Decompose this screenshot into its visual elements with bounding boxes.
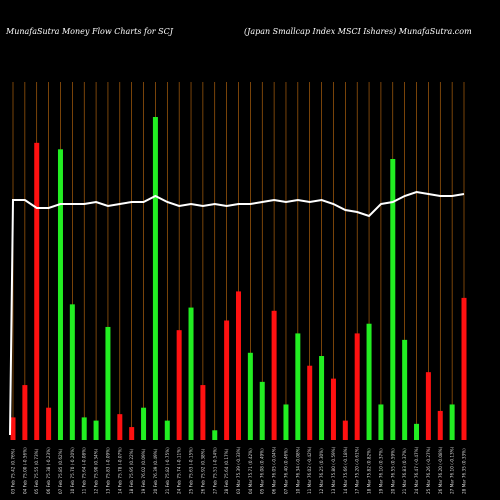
x-tick-label: 07 Mar 76.40 (0.46%)	[283, 448, 288, 494]
bar	[402, 339, 408, 440]
x-tick-label: 18 Feb 75.95 (0.22%)	[129, 448, 134, 494]
bar	[57, 149, 63, 441]
bar	[319, 356, 325, 440]
bar	[200, 385, 206, 440]
bar	[414, 423, 420, 440]
bar	[236, 291, 241, 440]
x-tick-labels: 03 Feb 75.42 (0.76%) 04 Feb 75.00 (-0.56%…	[11, 446, 467, 494]
bar	[69, 304, 75, 440]
chart-title: MunafaSutra Money Flow Charts for SCJ	[6, 27, 173, 36]
bar	[22, 385, 28, 440]
x-tick-label: 19 Mar 76.10 (0.37%)	[378, 448, 383, 494]
x-tick-label: 06 Feb 75.38 (-0.23%)	[46, 447, 51, 494]
bar	[141, 407, 147, 440]
price-line	[9, 190, 465, 436]
x-tick-label: 19 Feb 76.02 (0.09%)	[141, 448, 146, 494]
bar	[390, 158, 396, 441]
x-tick-label: 28 Feb 75.64 (0.17%)	[224, 448, 229, 494]
x-tick-label: 24 Mar 76.47 (-0.47%)	[414, 446, 419, 494]
x-tick-label: 20 Feb 76.39 (0.49%)	[153, 448, 158, 494]
x-tick-label: 11 Feb 75.64 (-0.08%)	[82, 447, 87, 494]
bar	[342, 420, 348, 440]
bar	[461, 297, 467, 440]
x-tick-label: 27 Mar 76.10 (-0.13%)	[450, 446, 455, 494]
price-line-path	[9, 190, 465, 436]
bar	[105, 326, 111, 440]
bar	[437, 410, 443, 440]
bar	[93, 420, 99, 440]
x-tick-label: 17 Mar 75.20 (-0.61%)	[355, 446, 360, 494]
x-tick-label: 10 Mar 76.34 (-0.08%)	[295, 446, 300, 494]
x-tick-label: 06 Mar 76.05 (-0.04%)	[272, 446, 277, 494]
bar	[330, 378, 336, 440]
bar	[271, 310, 277, 440]
bar	[449, 404, 455, 440]
bar	[34, 142, 40, 440]
bar	[10, 417, 16, 440]
x-tick-label: 14 Feb 75.78 (-0.07%)	[117, 447, 122, 494]
x-tick-label: 12 Feb 75.90 (0.34%)	[94, 448, 99, 494]
bar	[152, 117, 158, 440]
x-tick-label: 03 Feb 75.42 (0.76%)	[11, 448, 16, 494]
bar	[46, 407, 52, 440]
bar	[164, 420, 170, 440]
x-tick-label: 07 Feb 75.85 (0.62%)	[58, 448, 63, 494]
x-tick-label: 04 Mar 75.71 (0.42%)	[248, 448, 253, 494]
x-tick-label: 04 Feb 75.00 (-0.56%)	[22, 447, 27, 494]
x-tick-label: 12 Mar 76.25 (0.30%)	[319, 448, 324, 494]
x-tick-label: 25 Mar 76.26 (-0.27%)	[426, 446, 431, 494]
bar	[283, 404, 289, 440]
chart-subtitle: (Japan Smallcap Index MSCI Ishares) Muna…	[244, 27, 472, 36]
x-tick-label: 13 Mar 75.80 (-0.59%)	[331, 446, 336, 494]
bar	[425, 372, 431, 440]
bar	[366, 323, 372, 440]
bar	[117, 414, 123, 440]
bars	[10, 117, 467, 441]
bar	[129, 427, 135, 440]
x-tick-label: 18 Mar 75.82 (0.82%)	[367, 448, 372, 494]
x-tick-label: 27 Feb 75.51 (-0.54%)	[212, 447, 217, 494]
bar	[354, 333, 360, 440]
bar	[307, 365, 313, 440]
x-tick-label: 11 Mar 76.02 (-0.42%)	[307, 446, 312, 494]
x-tick-label: 28 Mar 76.35 (0.33%)	[462, 448, 467, 494]
bar	[247, 352, 253, 440]
x-tick-label: 26 Mar 76.20 (-0.08%)	[438, 446, 443, 494]
bar	[81, 417, 87, 440]
bar	[224, 320, 230, 440]
x-tick-label: 21 Mar 76.83 (0.37%)	[402, 448, 407, 494]
x-tick-label: 13 Feb 75.83 (-0.09%)	[105, 447, 110, 494]
bar	[176, 330, 182, 440]
bar	[378, 404, 384, 440]
bar	[212, 430, 218, 440]
bar	[295, 333, 301, 440]
x-tick-label: 26 Feb 75.92 (0.38%)	[200, 448, 205, 494]
x-tick-label: 03 Mar 75.39 (-0.33%)	[236, 446, 241, 494]
x-tick-label: 05 Feb 75.55 (0.73%)	[34, 448, 39, 494]
x-tick-label: 25 Feb 75.63 (-0.15%)	[189, 447, 194, 494]
x-tick-label: 14 Mar 75.66 (-0.18%)	[343, 446, 348, 494]
x-tick-label: 20 Mar 76.55 (0.59%)	[390, 448, 395, 494]
x-tick-label: 24 Feb 75.74 (-0.11%)	[177, 447, 182, 494]
bar	[188, 307, 194, 440]
bar	[259, 381, 265, 440]
x-tick-label: 10 Feb 75.70 (-0.20%)	[70, 447, 75, 494]
x-tick-label: 05 Mar 76.08 (0.49%)	[260, 448, 265, 494]
x-tick-label: 21 Feb 75.82 (-0.75%)	[165, 447, 170, 494]
